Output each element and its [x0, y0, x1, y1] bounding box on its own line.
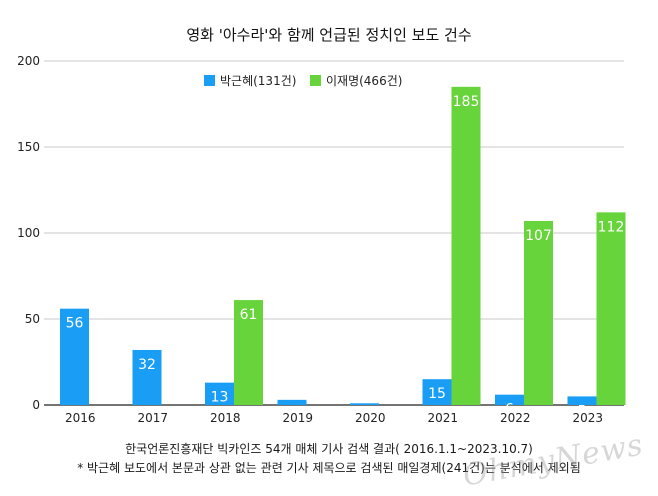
chart-title: 영화 '아수라'와 함께 언급된 정치인 보도 건수 [186, 26, 472, 44]
x-tick-label: 2017 [137, 411, 168, 425]
y-tick-label: 150 [17, 140, 40, 154]
data-label: 56 [66, 316, 84, 332]
bar-series-1 [524, 220, 553, 405]
legend-swatch-0 [204, 75, 215, 86]
bar-series-0 [60, 308, 89, 405]
x-tick-label: 2021 [427, 411, 458, 425]
y-tick-label: 200 [17, 54, 40, 68]
bar-series-1 [451, 86, 481, 406]
x-tick-label: 2020 [355, 411, 386, 425]
data-label: 15 [428, 386, 446, 402]
legend-label-0: 박근혜(131건) [220, 74, 296, 88]
data-label: 107 [525, 228, 552, 244]
data-label: 6 [505, 402, 514, 418]
data-label: 61 [240, 307, 258, 323]
x-tick-label: 2016 [65, 411, 96, 425]
bar-series-0 [567, 396, 597, 405]
footnote-source: 한국언론진흥재단 빅카인즈 54개 매체 기사 검색 결과( 2016.1.1~… [125, 442, 533, 456]
bar-series-0 [350, 403, 379, 405]
x-tick-label: 2022 [500, 411, 531, 425]
data-label: 185 [453, 94, 480, 110]
legend-swatch-1 [310, 75, 321, 86]
bar-series-1 [596, 212, 626, 405]
bar-series-0 [205, 382, 234, 405]
bar-series-0 [422, 379, 452, 405]
y-tick-label: 0 [32, 398, 40, 412]
x-tick-label: 2019 [282, 411, 313, 425]
x-tick-label: 2023 [572, 411, 603, 425]
bar-series-1 [234, 300, 263, 405]
x-tick-label: 2018 [210, 411, 241, 425]
footnote-exclusion: * 박근혜 보도에서 본문과 상관 없는 관련 기사 제목으로 검색된 매일경제… [77, 461, 581, 475]
legend-label-1: 이재명(466건) [326, 74, 402, 88]
bar-series-0 [132, 349, 162, 405]
data-label: 5 [578, 403, 587, 419]
y-tick-label: 50 [25, 312, 40, 326]
bar-series-0 [495, 394, 524, 405]
data-label: 32 [138, 357, 156, 373]
data-label: 112 [598, 219, 625, 235]
data-label: 13 [211, 390, 229, 406]
y-tick-label: 100 [17, 226, 40, 240]
bar-series-0 [277, 399, 307, 405]
